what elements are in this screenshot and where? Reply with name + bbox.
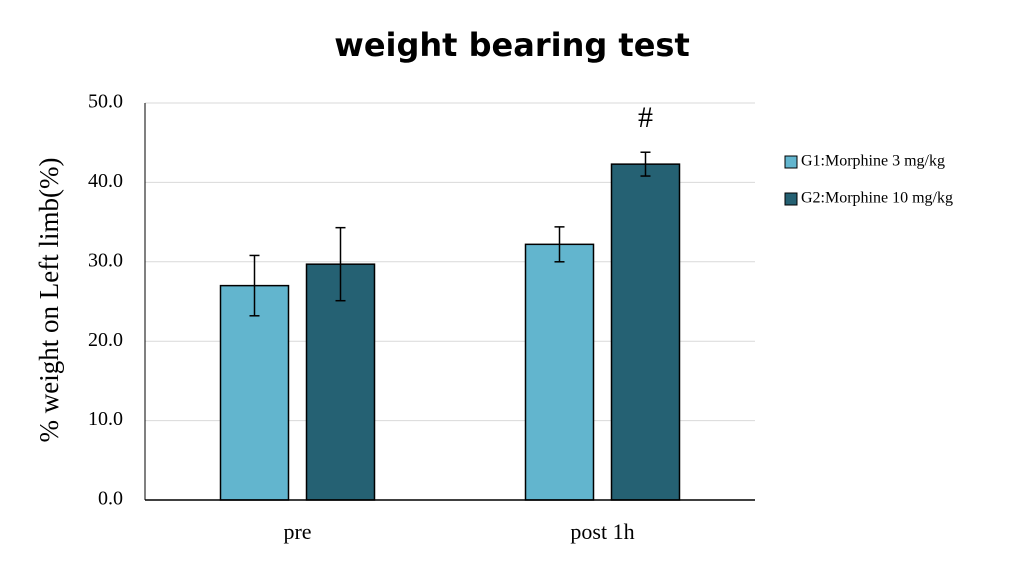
- legend-swatch: [784, 155, 798, 169]
- y-tick-label: 10.0: [88, 408, 123, 430]
- legend-label: G2:Morphine 10 mg/kg: [801, 190, 953, 207]
- y-tick-label: 20.0: [88, 329, 123, 351]
- bar: [524, 243, 595, 501]
- y-tick-label: 30.0: [88, 249, 123, 271]
- x-tick-label: post 1h: [570, 519, 634, 544]
- chart-title: weight bearing test: [334, 26, 689, 64]
- legend-label: G1:Morphine 3 mg/kg: [801, 153, 945, 170]
- y-tick-label: 50.0: [88, 91, 123, 113]
- bar: [219, 284, 290, 501]
- bar: [610, 163, 681, 501]
- legend-swatch: [784, 192, 798, 206]
- y-tick-label: 0.0: [98, 488, 123, 510]
- annotation: #: [638, 101, 653, 134]
- x-tick-label: pre: [283, 519, 311, 544]
- y-axis-label: % weight on Left limb(%): [34, 158, 64, 443]
- y-tick-label: 40.0: [88, 170, 123, 192]
